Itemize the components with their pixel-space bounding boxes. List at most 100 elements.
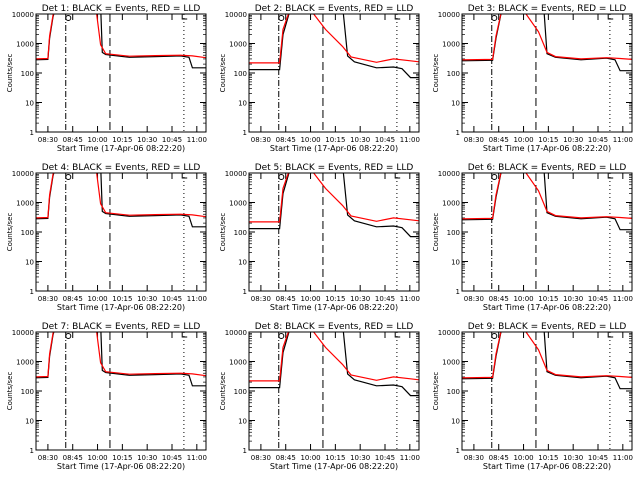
lld-rate-line [249,173,419,223]
x-axis-label: Start Time (17-Apr-06 08:22:20) [270,303,398,312]
x-tick-label: 11:00 [187,136,207,144]
x-tick-label: 10:45 [375,454,395,462]
events-rate-line [36,332,206,387]
x-tick-label: 10:45 [375,136,395,144]
y-tick-label: 10000 [225,170,247,178]
y-tick-label: 1 [243,129,247,137]
y-tick-label: 1 [243,288,247,296]
y-tick-label: 100 [234,229,247,237]
events-rate-line [36,173,206,228]
x-tick-label: 10:00 [300,454,320,462]
x-tick-label: 10:15 [325,136,345,144]
x-tick-label: 08:45 [276,136,296,144]
x-tick-label: 10:30 [563,136,583,144]
lld-rate-line [36,14,206,60]
x-tick-label: 08:30 [38,454,58,462]
x-tick-label: 08:45 [489,136,509,144]
x-tick-label: 08:45 [63,454,83,462]
y-tick-label: 1000 [229,200,247,208]
x-tick-label: 08:45 [63,136,83,144]
y-tick-label: 1000 [16,359,34,367]
x-axis-label: Start Time (17-Apr-06 08:22:20) [270,144,398,153]
y-tick-label: 100 [447,70,460,78]
events-rate-line [462,173,632,231]
x-tick-label: 08:45 [489,295,509,303]
corner-marker-icon [394,332,401,338]
panel-title: Det 2: BLACK = Events, RED = LLD [255,4,414,14]
x-tick-label: 08:30 [38,136,58,144]
corner-marker-icon [394,173,401,179]
x-tick-label: 10:30 [563,295,583,303]
y-axis-label: Counts/sec [6,372,14,411]
x-axis-label: Start Time (17-Apr-06 08:22:20) [270,462,398,471]
plot-frame [248,331,420,451]
y-tick-label: 1000 [229,359,247,367]
plot-frame [248,13,420,133]
x-tick-label: 10:45 [162,136,182,144]
y-tick-label: 100 [21,229,34,237]
events-rate-line [462,332,632,390]
y-axis-label: Counts/sec [432,54,440,93]
detector-panel-2: Det 2: BLACK = Events, RED = LLD 1 10 100 10… [219,4,420,153]
y-tick-label: 1000 [442,41,460,49]
x-tick-label: 10:30 [563,454,583,462]
corner-marker-icon [394,14,401,20]
x-tick-label: 10:30 [137,295,157,303]
y-tick-label: 10000 [438,329,460,337]
panel-title: Det 3: BLACK = Events, RED = LLD [468,4,627,14]
detector-panel-9: Det 9: BLACK = Events, RED = LLD 1 10 100 10… [432,322,633,471]
y-tick-label: 10 [238,100,247,108]
lld-rate-line [249,332,419,382]
y-tick-label: 10000 [12,170,34,178]
y-tick-label: 100 [234,70,247,78]
x-tick-label: 10:15 [325,295,345,303]
x-tick-label: 10:15 [112,295,132,303]
y-tick-label: 10000 [438,11,460,19]
x-tick-label: 10:00 [513,295,533,303]
y-tick-label: 100 [21,388,34,396]
x-tick-label: 08:45 [63,295,83,303]
x-tick-label: 08:30 [251,454,271,462]
x-tick-label: 10:15 [325,454,345,462]
sun-marker-icon [491,15,498,21]
x-tick-label: 08:45 [489,454,509,462]
y-tick-label: 10 [238,259,247,267]
sun-marker-icon [278,174,285,180]
y-tick-label: 10000 [225,329,247,337]
corner-marker-icon [607,173,614,179]
x-tick-label: 08:45 [276,295,296,303]
corner-marker-icon [181,173,188,179]
y-tick-label: 10000 [225,11,247,19]
sun-marker-icon [65,333,72,339]
events-rate-line [249,332,419,397]
y-axis-label: Counts/sec [219,213,227,252]
y-tick-label: 1000 [16,41,34,49]
sun-marker-icon [278,15,285,21]
plot-frame [35,13,207,133]
x-tick-label: 10:45 [162,295,182,303]
y-tick-label: 1000 [229,41,247,49]
events-rate-line [36,14,206,69]
y-tick-label: 10 [25,100,34,108]
x-tick-label: 11:00 [400,136,420,144]
y-tick-label: 100 [447,388,460,396]
x-tick-label: 10:00 [513,136,533,144]
x-axis-label: Start Time (17-Apr-06 08:22:20) [57,303,185,312]
plot-frame [248,172,420,292]
x-tick-label: 10:45 [375,295,395,303]
y-axis-label: Counts/sec [6,54,14,93]
x-tick-label: 10:30 [350,136,370,144]
plot-frame [35,331,207,451]
y-tick-label: 10 [451,418,460,426]
panel-title: Det 6: BLACK = Events, RED = LLD [468,163,627,173]
detector-panel-6: Det 6: BLACK = Events, RED = LLD 1 10 100 10… [432,163,633,312]
panel-title: Det 5: BLACK = Events, RED = LLD [255,163,414,173]
detector-panel-8: Det 8: BLACK = Events, RED = LLD 1 10 100 10… [219,322,420,471]
x-tick-label: 10:00 [300,136,320,144]
y-tick-label: 100 [21,70,34,78]
x-axis-label: Start Time (17-Apr-06 08:22:20) [483,144,611,153]
detector-panel-3: Det 3: BLACK = Events, RED = LLD 1 10 100 10… [432,4,633,153]
sun-marker-icon [65,15,72,21]
x-tick-label: 11:00 [187,454,207,462]
